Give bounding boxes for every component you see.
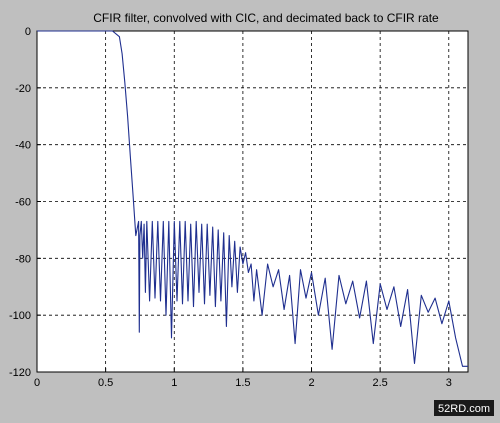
series-line-1: [37, 30, 468, 367]
y-tick-label: -100: [9, 310, 31, 322]
x-exponent-label: [471, 389, 474, 399]
watermark-background: [434, 400, 494, 416]
x-tick-label: 3: [446, 377, 452, 389]
y-tick-label: -60: [15, 197, 31, 209]
x-tick-label: 0: [34, 377, 40, 389]
y-tick-label: -120: [9, 367, 31, 379]
x-tick-label: 1: [171, 377, 177, 389]
axis-ticks: 0 0.5 1 1.5 2 2.5 3 0 -20 -40 -60 -80 -100 -120: [9, 26, 452, 389]
watermark-text: 52RD.com: [438, 403, 490, 415]
y-tick-label: -80: [15, 253, 31, 265]
watermark: 52RD.com: [434, 400, 494, 416]
x-tick-label: 2: [308, 377, 314, 389]
grid-lines: [37, 31, 468, 372]
y-tick-label: 0: [25, 26, 31, 38]
y-tick-label: -40: [15, 140, 31, 152]
x-tick-label: 1.5: [235, 377, 250, 389]
x-tick-label: 2.5: [373, 377, 388, 389]
y-tick-label: -20: [15, 83, 31, 95]
series-layer: [37, 30, 468, 367]
chart-title: CFIR filter, convolved with CIC, and dec…: [93, 11, 439, 25]
plot-area: [36, 30, 469, 373]
x-tick-label: 0.5: [98, 377, 113, 389]
